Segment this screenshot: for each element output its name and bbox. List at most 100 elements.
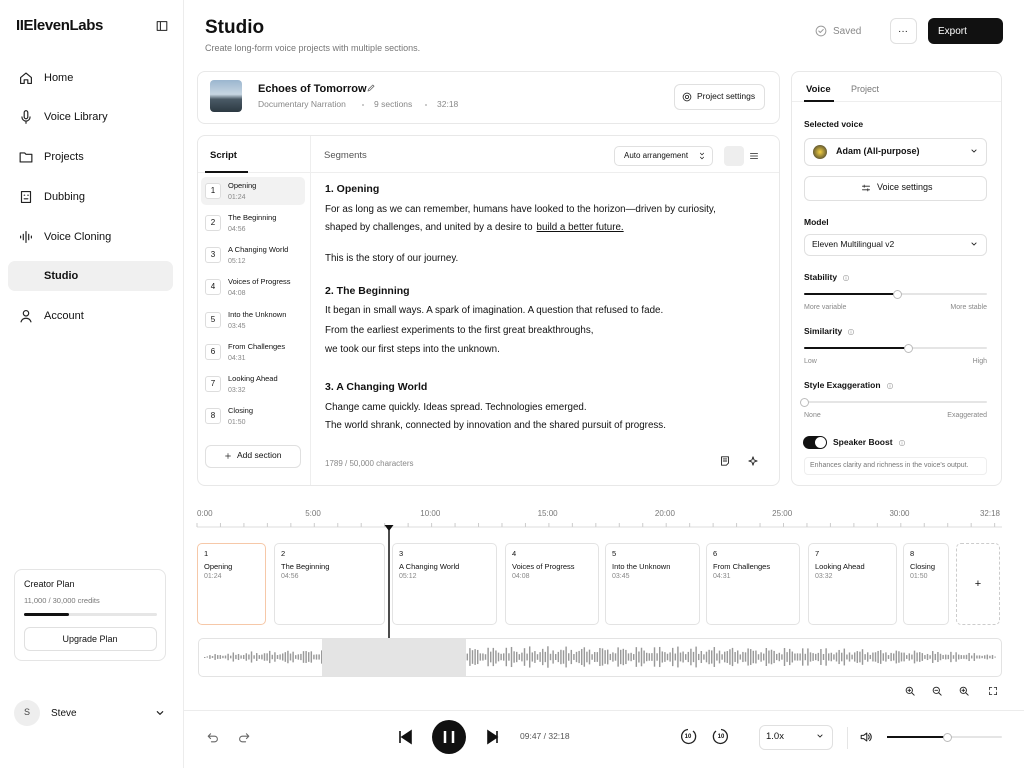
slider-label: Similarity	[804, 326, 843, 337]
arrangement-label[interactable]: Auto arrangement	[624, 150, 689, 160]
nav-item[interactable]: Projects	[44, 150, 84, 163]
content-line: shaped by challenges, and united by a de…	[325, 221, 624, 233]
section-title[interactable]: Into the Unknown	[228, 310, 287, 320]
section-number: 7	[210, 378, 216, 388]
section-number: 5	[210, 314, 216, 324]
project-settings-button[interactable]	[674, 84, 765, 110]
clip-title: The Beginning	[281, 562, 330, 572]
sidebar-border	[183, 0, 184, 768]
timeline-clip[interactable]	[903, 543, 949, 625]
section-title[interactable]: Looking Ahead	[228, 374, 278, 384]
section-title[interactable]: A Changing World	[228, 245, 289, 255]
voice-settings-button[interactable]	[804, 176, 987, 201]
arrangement-dropdown[interactable]	[614, 146, 713, 166]
content-link[interactable]: build a better future.	[536, 221, 624, 233]
timeline-clip[interactable]	[197, 543, 266, 625]
clip-number: 6	[713, 549, 718, 559]
more-label[interactable]: ···	[898, 25, 908, 37]
clip-title: Opening	[204, 562, 233, 572]
view-toggle-active[interactable]	[724, 146, 744, 166]
nav-item[interactable]: Account	[44, 309, 84, 322]
icon-side	[156, 21, 168, 31]
voice-settings-label[interactable]: Voice settings	[877, 182, 933, 193]
overview-selection	[322, 639, 466, 676]
project-thumbnail	[210, 80, 242, 112]
add-section-label[interactable]: Add section	[237, 450, 282, 461]
timeline-clip[interactable]	[706, 543, 800, 625]
boost-description: Enhances clarity and richness in the voi…	[810, 462, 969, 470]
timeline-clip[interactable]	[605, 543, 700, 625]
upgrade-label[interactable]: Upgrade Plan	[62, 634, 118, 645]
slider-thumb[interactable]	[903, 343, 913, 353]
section-title[interactable]: Closing	[228, 406, 254, 416]
time-tick-label: 32:18	[979, 508, 1000, 518]
skip-amount[interactable]: 10	[684, 734, 692, 741]
script-tab[interactable]: Script	[210, 149, 237, 161]
project-settings-label[interactable]: Project settings	[697, 91, 756, 102]
plan-card	[14, 569, 166, 661]
avatar-initial: S	[23, 707, 31, 718]
icon-zin	[905, 686, 915, 696]
credits-fill	[24, 613, 69, 616]
timeline-clip[interactable]	[808, 543, 897, 625]
nav-item[interactable]: Home	[44, 71, 74, 84]
user-name: Steve	[51, 707, 77, 719]
clip-title: Into the Unknown	[612, 562, 671, 572]
project-duration: 32:18	[437, 99, 459, 110]
skip-amount[interactable]: 10	[717, 734, 725, 741]
icon-chev	[156, 711, 164, 715]
volume-thumb[interactable]	[943, 732, 953, 742]
upgrade-button[interactable]	[24, 627, 157, 651]
section-number-box	[205, 344, 221, 360]
voice-name[interactable]: Adam (All-purpose)	[836, 146, 920, 157]
model-name[interactable]: Eleven Multilingual v2	[812, 239, 895, 250]
time-tick-label: 15:00	[537, 508, 558, 518]
section-time: 04:31	[228, 355, 246, 363]
slider-fill	[804, 293, 898, 295]
export-label[interactable]: Export	[938, 25, 967, 37]
icon-vol	[860, 732, 872, 742]
boost-label: Speaker Boost	[833, 437, 893, 448]
section-title[interactable]: From Challenges	[228, 342, 286, 352]
export-button[interactable]	[928, 18, 1003, 44]
script-card	[197, 135, 780, 486]
section-number: 6	[210, 346, 216, 356]
project-name: Echoes of Tomorrow	[258, 82, 367, 95]
section-title[interactable]: Voices of Progress	[228, 277, 291, 287]
voice-dropdown[interactable]	[804, 138, 987, 166]
section-title[interactable]: The Beginning	[228, 213, 277, 223]
add-clip-label[interactable]: +	[974, 577, 982, 590]
add-section-button[interactable]	[205, 445, 301, 468]
section-time: 04:08	[228, 290, 246, 298]
voice-tab[interactable]: Voice	[806, 83, 831, 95]
segments-tab[interactable]: Segments	[324, 149, 367, 161]
icon-home	[20, 72, 32, 84]
project-tab[interactable]: Project	[851, 84, 880, 95]
timeline-clip[interactable]	[392, 543, 497, 625]
nav-item[interactable]: Studio	[44, 269, 79, 282]
model-label: Model	[804, 217, 829, 228]
credits-track	[24, 613, 157, 616]
slider-thumb[interactable]	[892, 289, 902, 299]
slider-thumb[interactable]	[799, 397, 809, 407]
next-button	[487, 729, 499, 745]
overview	[198, 638, 1002, 677]
speed-dropdown[interactable]	[759, 725, 833, 750]
nav-item[interactable]: Voice Library	[44, 110, 108, 123]
content-line: From the earliest experiments to the fir…	[325, 324, 594, 336]
model-dropdown[interactable]	[804, 234, 987, 256]
slider-track	[804, 401, 987, 403]
timeline-clip[interactable]	[274, 543, 385, 625]
timeline-clip[interactable]	[505, 543, 599, 625]
speed-label[interactable]: 1.0x	[766, 730, 784, 742]
content-line: Change came quickly. Ideas spread. Techn…	[325, 401, 587, 413]
add-clip[interactable]	[956, 543, 1000, 625]
voice-avatar	[813, 145, 827, 159]
section-title[interactable]: Opening	[228, 181, 257, 191]
section-time: 01:50	[228, 419, 246, 427]
content-line: we took our first steps into the unknown…	[325, 343, 500, 355]
nav-item[interactable]: Dubbing	[44, 190, 85, 203]
more-button[interactable]	[890, 18, 917, 44]
nav-item[interactable]: Voice Cloning	[44, 230, 112, 243]
